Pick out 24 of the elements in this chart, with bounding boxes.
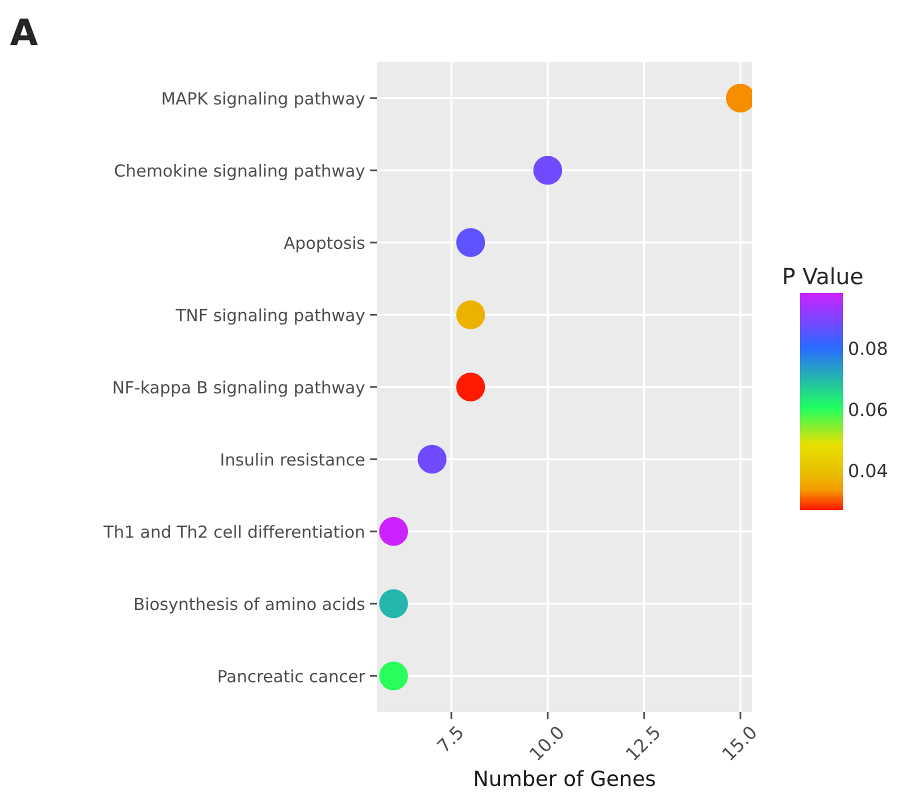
color-bar-label: 0.08: [849, 341, 887, 356]
point: [456, 228, 486, 257]
y-tick-label: Biosynthesis of amino acids: [135, 597, 364, 614]
y-tick-label: NF-kappa B signaling pathway: [114, 380, 365, 397]
y-tick-label: Apoptosis: [284, 236, 364, 252]
color-bar-title: P Value: [784, 267, 862, 284]
y-tick-label: Chemokine signaling pathway: [114, 164, 365, 180]
color-bar-label: 0.06: [849, 402, 887, 416]
point: [379, 517, 408, 546]
y-tick-label: TNF signaling pathway: [176, 308, 365, 325]
x-tick-label: 7.5: [436, 725, 464, 753]
point: [418, 444, 447, 474]
point: [379, 661, 408, 690]
point: [456, 300, 486, 330]
text: A: [10, 18, 38, 45]
color-bar-label: 0.04: [849, 464, 888, 478]
y-tick-label: MAPK signaling pathway: [162, 92, 365, 108]
y-tick-label: Th1 and Th2 cell differentiation: [103, 525, 364, 538]
point: [379, 589, 408, 618]
x-axis-title: Number of Genes: [475, 770, 655, 786]
point: [533, 156, 562, 185]
y-tick-label: Pancreatic cancer: [218, 670, 366, 682]
y-tick-label: Insulin resistance: [222, 452, 364, 466]
point: [456, 372, 486, 402]
